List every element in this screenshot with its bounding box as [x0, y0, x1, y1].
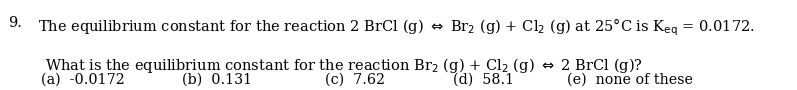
- Text: What is the equilibrium constant for the reaction Br$_2$ (g) + Cl$_2$ (g) $\Left: What is the equilibrium constant for the…: [45, 56, 642, 75]
- Text: The equilibrium constant for the reaction 2 BrCl (g) $\Leftrightarrow$ Br$_2$ (g: The equilibrium constant for the reactio…: [38, 16, 756, 38]
- Text: (d)  58.1: (d) 58.1: [453, 72, 514, 86]
- Text: (a)  -0.0172: (a) -0.0172: [41, 72, 125, 86]
- Text: (e)  none of these: (e) none of these: [567, 72, 693, 86]
- Text: 9.: 9.: [8, 16, 22, 30]
- Text: (c)  7.62: (c) 7.62: [325, 72, 385, 86]
- Text: (b)  0.131: (b) 0.131: [182, 72, 252, 86]
